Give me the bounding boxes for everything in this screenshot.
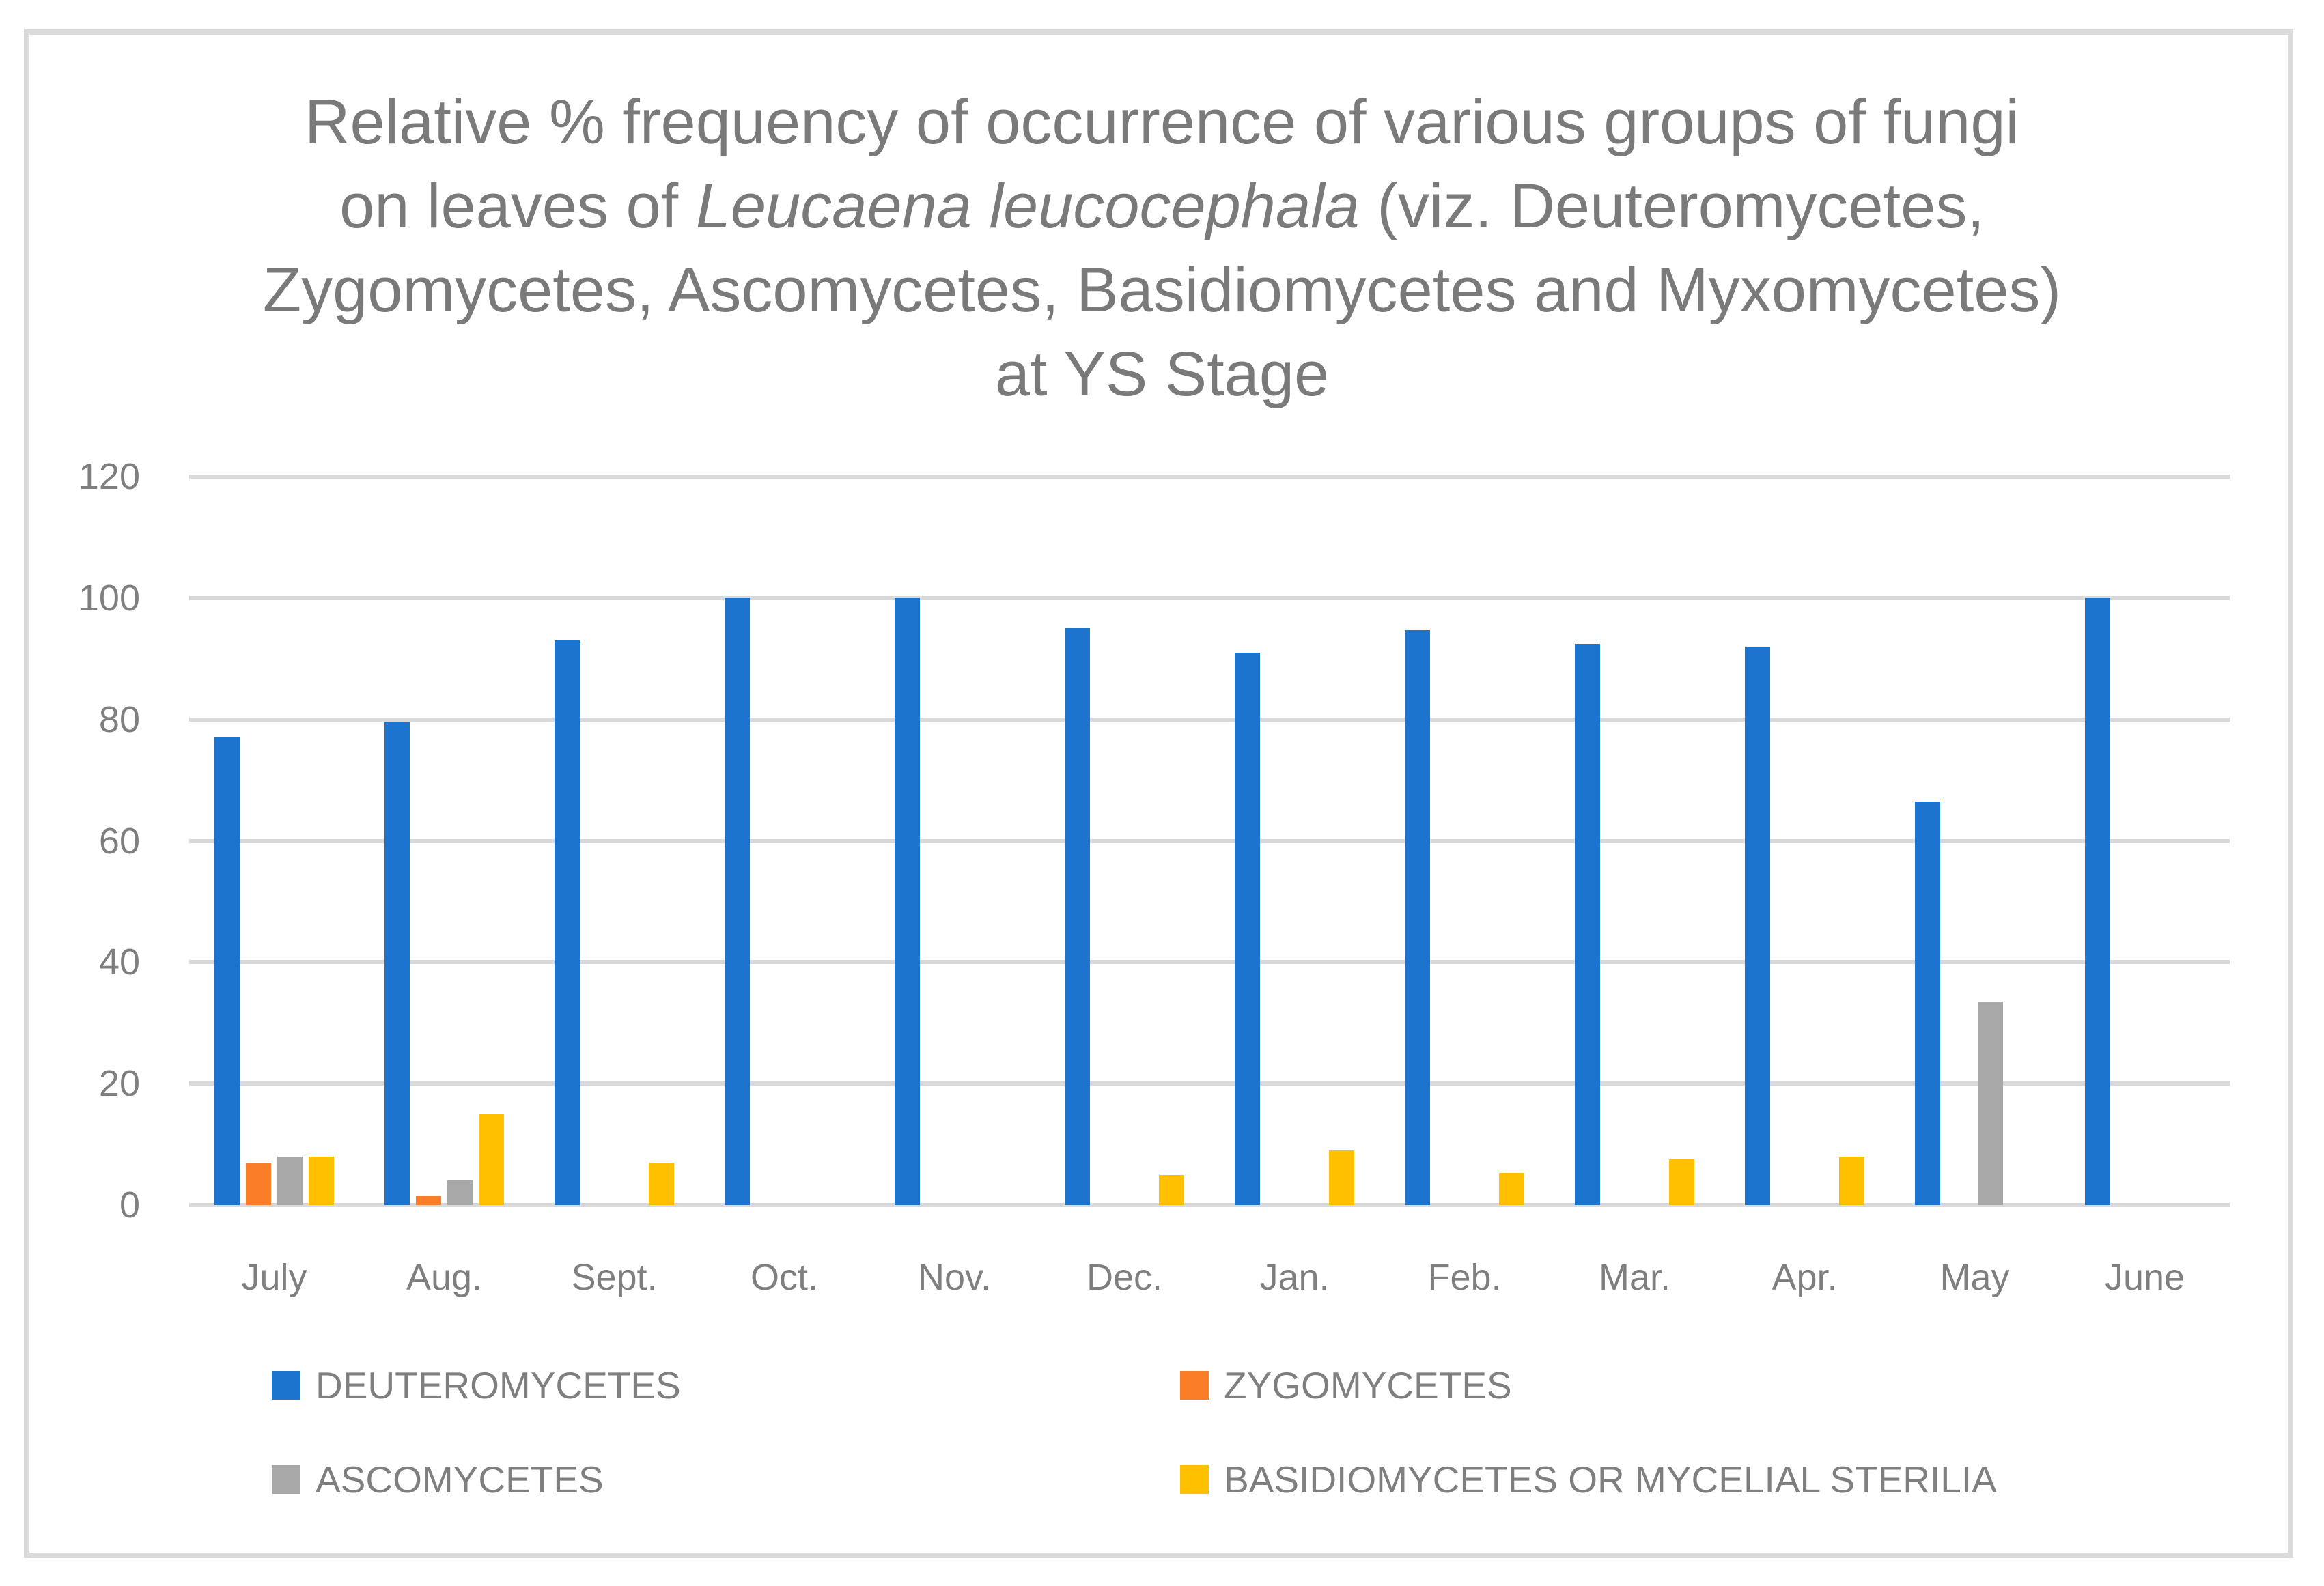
y-tick-label-60: 60 [98,820,140,862]
x-tick-label-may: May [1940,1257,2010,1298]
bar-deuteromycetes-july [214,737,240,1205]
x-tick-label-jan: Jan. [1259,1257,1330,1298]
legend-marker-ascomycetes [272,1465,300,1494]
bar-deuteromycetes-dec [1065,628,1090,1205]
bar-zygomycetes-july [246,1162,271,1205]
bar-basidiomycetes-or-mycelial-sterilia-sept [649,1162,674,1205]
x-tick-label-feb: Feb. [1427,1257,1502,1298]
gridline-80 [189,717,2230,722]
legend-label-deuteromycetes: DEUTEROMYCETES [316,1364,681,1406]
legend-label-zygomycetes: ZYGOMYCETES [1224,1364,1512,1406]
gridline-100 [189,595,2230,600]
x-tick-label-apr: Apr. [1772,1257,1838,1298]
gridline-120 [189,475,2230,479]
bar-deuteromycetes-aug [384,722,410,1205]
bar-deuteromycetes-oct [725,597,750,1205]
bar-zygomycetes-aug [416,1195,441,1205]
y-tick-label-20: 20 [98,1063,140,1105]
bar-deuteromycetes-jan [1235,652,1260,1205]
bar-deuteromycetes-mar [1575,643,1600,1205]
legend-marker-zygomycetes [1180,1371,1209,1400]
bar-basidiomycetes-or-mycelial-sterilia-apr [1839,1156,1864,1205]
x-axis-line [189,1203,2230,1207]
y-tick-label-120: 120 [78,456,140,497]
bar-basidiomycetes-or-mycelial-sterilia-july [309,1156,334,1205]
bar-deuteromycetes-sept [555,640,580,1205]
chart-title-line-2: on leaves of Leucaena leucocephala (viz.… [0,165,2324,249]
bar-ascomycetes-aug [447,1180,473,1205]
bar-deuteromycetes-may [1915,801,1940,1205]
y-tick-label-0: 0 [119,1185,140,1226]
y-tick-label-80: 80 [98,698,140,740]
chart-title: Relative % frequency of occurrence of va… [0,81,2324,416]
legend-marker-basidiomycetes-or-mycelial-sterilia [1180,1465,1209,1494]
bar-ascomycetes-july [277,1156,303,1205]
bar-ascomycetes-may [1978,1002,2003,1205]
gridline-40 [189,960,2230,965]
chart-title-line-2-prefix: on leaves of [339,171,696,241]
bar-deuteromycetes-apr [1745,646,1770,1205]
bar-basidiomycetes-or-mycelial-sterilia-feb [1499,1172,1524,1205]
x-tick-label-sept: Sept. [571,1257,658,1298]
gridline-20 [189,1081,2230,1086]
chart-title-line-1: Relative % frequency of occurrence of va… [305,87,2019,157]
x-tick-label-aug: Aug. [406,1257,483,1298]
x-tick-label-dec: Dec. [1086,1257,1163,1298]
legend-label-basidiomycetes-or-mycelial-sterilia: BASIDIOMYCETES OR MYCELIAL STERILIA [1224,1458,1997,1501]
x-tick-label-oct: Oct. [750,1257,818,1298]
bar-basidiomycetes-or-mycelial-sterilia-mar [1669,1159,1694,1205]
x-tick-label-nov: Nov. [917,1257,992,1298]
bar-deuteromycetes-feb [1405,629,1430,1205]
chart-title-line-4: at YS Stage [994,339,1330,409]
gridline-60 [189,838,2230,843]
bar-deuteromycetes-nov [895,597,920,1205]
y-tick-label-40: 40 [98,941,140,983]
bar-basidiomycetes-or-mycelial-sterilia-jan [1329,1150,1354,1205]
bar-basidiomycetes-or-mycelial-sterilia-dec [1159,1174,1184,1205]
x-tick-label-june: June [2104,1257,2185,1298]
chart-title-line-3: Zygomycetes, Ascomycetes, Basidiomycetes… [262,255,2062,325]
bar-basidiomycetes-or-mycelial-sterilia-aug [479,1114,504,1205]
chart-title-species-name: Leucaena leucocephala [695,171,1360,241]
legend-label-ascomycetes: ASCOMYCETES [316,1458,604,1501]
x-tick-label-july: July [241,1257,307,1298]
bar-deuteromycetes-june [2085,597,2110,1205]
legend-marker-deuteromycetes [272,1371,300,1400]
y-tick-label-100: 100 [78,577,140,619]
chart-title-line-2-suffix: (viz. Deuteromycetes, [1359,171,1985,241]
x-tick-label-mar: Mar. [1598,1257,1671,1298]
